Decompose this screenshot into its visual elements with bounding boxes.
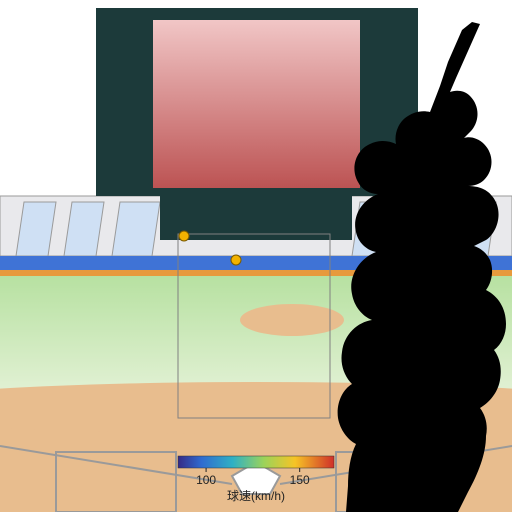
mound [240, 304, 344, 336]
pitch-point [231, 255, 241, 265]
colorbar [178, 456, 334, 468]
colorbar-label: 球速(km/h) [227, 489, 285, 503]
colorbar-tick-label: 100 [196, 473, 216, 487]
stands-panel [112, 202, 160, 256]
colorbar-tick-label: 150 [290, 473, 310, 487]
scoreboard-screen [153, 20, 360, 188]
pitch-point [179, 231, 189, 241]
